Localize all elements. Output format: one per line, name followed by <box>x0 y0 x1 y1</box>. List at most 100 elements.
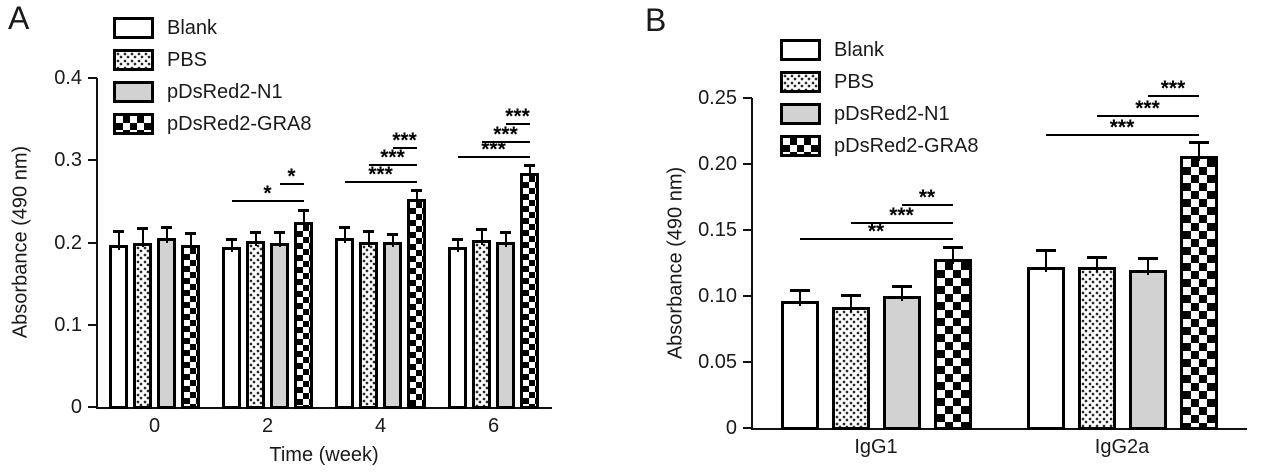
y-tick-label: 0 <box>70 396 82 418</box>
error-bar-cap <box>339 225 350 229</box>
y-tick-label: 0.10 <box>698 285 737 307</box>
y-tick-label: 0.05 <box>698 351 737 373</box>
error-bar-line <box>302 211 305 227</box>
error-bar-line <box>343 227 346 243</box>
y-tick <box>743 229 752 231</box>
significance-label: ** <box>867 219 885 243</box>
bar-gray <box>882 296 921 430</box>
significance-bracket <box>279 183 304 186</box>
legend-item: Blank <box>780 34 979 66</box>
legend-swatch-white <box>780 39 821 61</box>
legend-item: pDsRed2-GRA8 <box>113 108 312 140</box>
error-bar-line <box>391 235 394 247</box>
bar-checker <box>294 221 313 409</box>
error-bar-line <box>278 233 281 248</box>
bar-dots <box>359 241 378 409</box>
y-tick-label: 0.4 <box>54 67 82 89</box>
panel-b: B Absorbance (490 nm) Blank PBS pDsRed2-N1… <box>640 0 1270 476</box>
y-tick-label: 0.1 <box>54 313 82 336</box>
significance-bracket <box>850 222 953 225</box>
legend-item: PBS <box>780 66 979 98</box>
significance-bracket <box>1045 133 1199 136</box>
y-tick <box>88 77 97 79</box>
error-bar-cap <box>113 229 124 233</box>
error-bar-line <box>504 233 507 247</box>
bar-checker <box>520 173 539 409</box>
y-tick <box>88 323 97 326</box>
significance-label: *** <box>481 138 506 162</box>
bar-white <box>448 246 467 409</box>
error-bar-cap <box>1137 257 1158 261</box>
legend-label: pDsRed2-GRA8 <box>167 112 312 135</box>
bar-gray <box>270 242 289 409</box>
plot-area-b: 0 0.05 0.10 0.15 0.20 0.25 IgG1 IgG2a ** *** ** ***… <box>640 0 1270 476</box>
bar-checker <box>1179 156 1218 430</box>
legend-label: PBS <box>167 48 208 71</box>
y-tick-label: 0.2 <box>54 231 82 254</box>
significance-label: *** <box>392 129 417 153</box>
y-tick-label: 0.20 <box>698 153 737 175</box>
error-bar-line <box>367 231 370 247</box>
bar-gray <box>496 241 515 409</box>
error-bar-cap <box>891 284 912 288</box>
significance-label: *** <box>1109 115 1135 139</box>
y-axis-line <box>751 98 753 430</box>
significance-label: *** <box>380 146 405 170</box>
y-tick-label: 0.3 <box>54 149 82 172</box>
x-category-label: IgG2a <box>1094 436 1150 458</box>
error-bar-cap <box>363 229 374 233</box>
bar-checker <box>181 244 200 409</box>
significance-label: *** <box>1160 77 1186 101</box>
error-bar-line <box>1197 142 1200 162</box>
error-bar-cap <box>411 188 422 192</box>
legend-swatch-gray <box>113 81 154 103</box>
legend-label: Blank <box>167 16 218 39</box>
significance-label: *** <box>505 105 530 129</box>
legend-item: Blank <box>113 12 312 44</box>
error-bar-cap <box>250 231 261 235</box>
significance-label: *** <box>889 204 914 228</box>
y-tick <box>743 163 752 165</box>
legend-label: pDsRed2-N1 <box>167 80 283 103</box>
significance-bracket <box>368 164 417 167</box>
bar-dots <box>472 240 491 409</box>
significance-bracket <box>481 140 530 143</box>
error-bar-line <box>528 166 531 179</box>
error-bar-line <box>117 231 120 250</box>
x-category-label: 4 <box>374 415 387 437</box>
error-bar-cap <box>1035 249 1056 253</box>
significance-label: * <box>287 165 296 189</box>
bar-dots <box>246 240 265 409</box>
error-bar-cap <box>298 209 309 213</box>
bar-dots <box>133 242 152 409</box>
bar-dots <box>831 306 870 430</box>
bar-checker <box>407 198 426 409</box>
significance-bracket <box>1147 95 1199 98</box>
legend-swatch-checker <box>113 113 154 135</box>
legend-swatch-dots <box>113 49 154 71</box>
bar-white <box>335 237 354 409</box>
legend-item: pDsRed2-N1 <box>113 76 312 108</box>
y-tick <box>88 406 97 408</box>
error-bar-line <box>230 240 233 252</box>
significance-label: * <box>263 181 272 205</box>
error-bar-cap <box>161 225 172 229</box>
error-bar-cap <box>274 231 285 235</box>
legend-label: PBS <box>834 70 875 93</box>
bar-white <box>1026 266 1065 430</box>
error-bar-cap <box>1086 255 1107 259</box>
bar-white <box>222 246 241 409</box>
x-category-label: 6 <box>487 415 500 437</box>
significance-bracket <box>392 147 417 150</box>
legend-label: pDsRed2-GRA8 <box>834 134 979 157</box>
significance-label: *** <box>1135 97 1160 121</box>
x-axis-line <box>96 407 552 409</box>
y-tick <box>743 97 752 99</box>
legend-a: Blank PBS pDsRed2-N1 pDsRed2-GRA8 <box>113 12 312 140</box>
error-bar-line <box>189 234 192 250</box>
panel-a: A Absorbance (490 nm) Time (week) Blank P… <box>8 2 552 466</box>
error-bar-line <box>480 230 483 246</box>
significance-bracket <box>457 156 530 159</box>
error-bar-cap <box>524 164 535 167</box>
